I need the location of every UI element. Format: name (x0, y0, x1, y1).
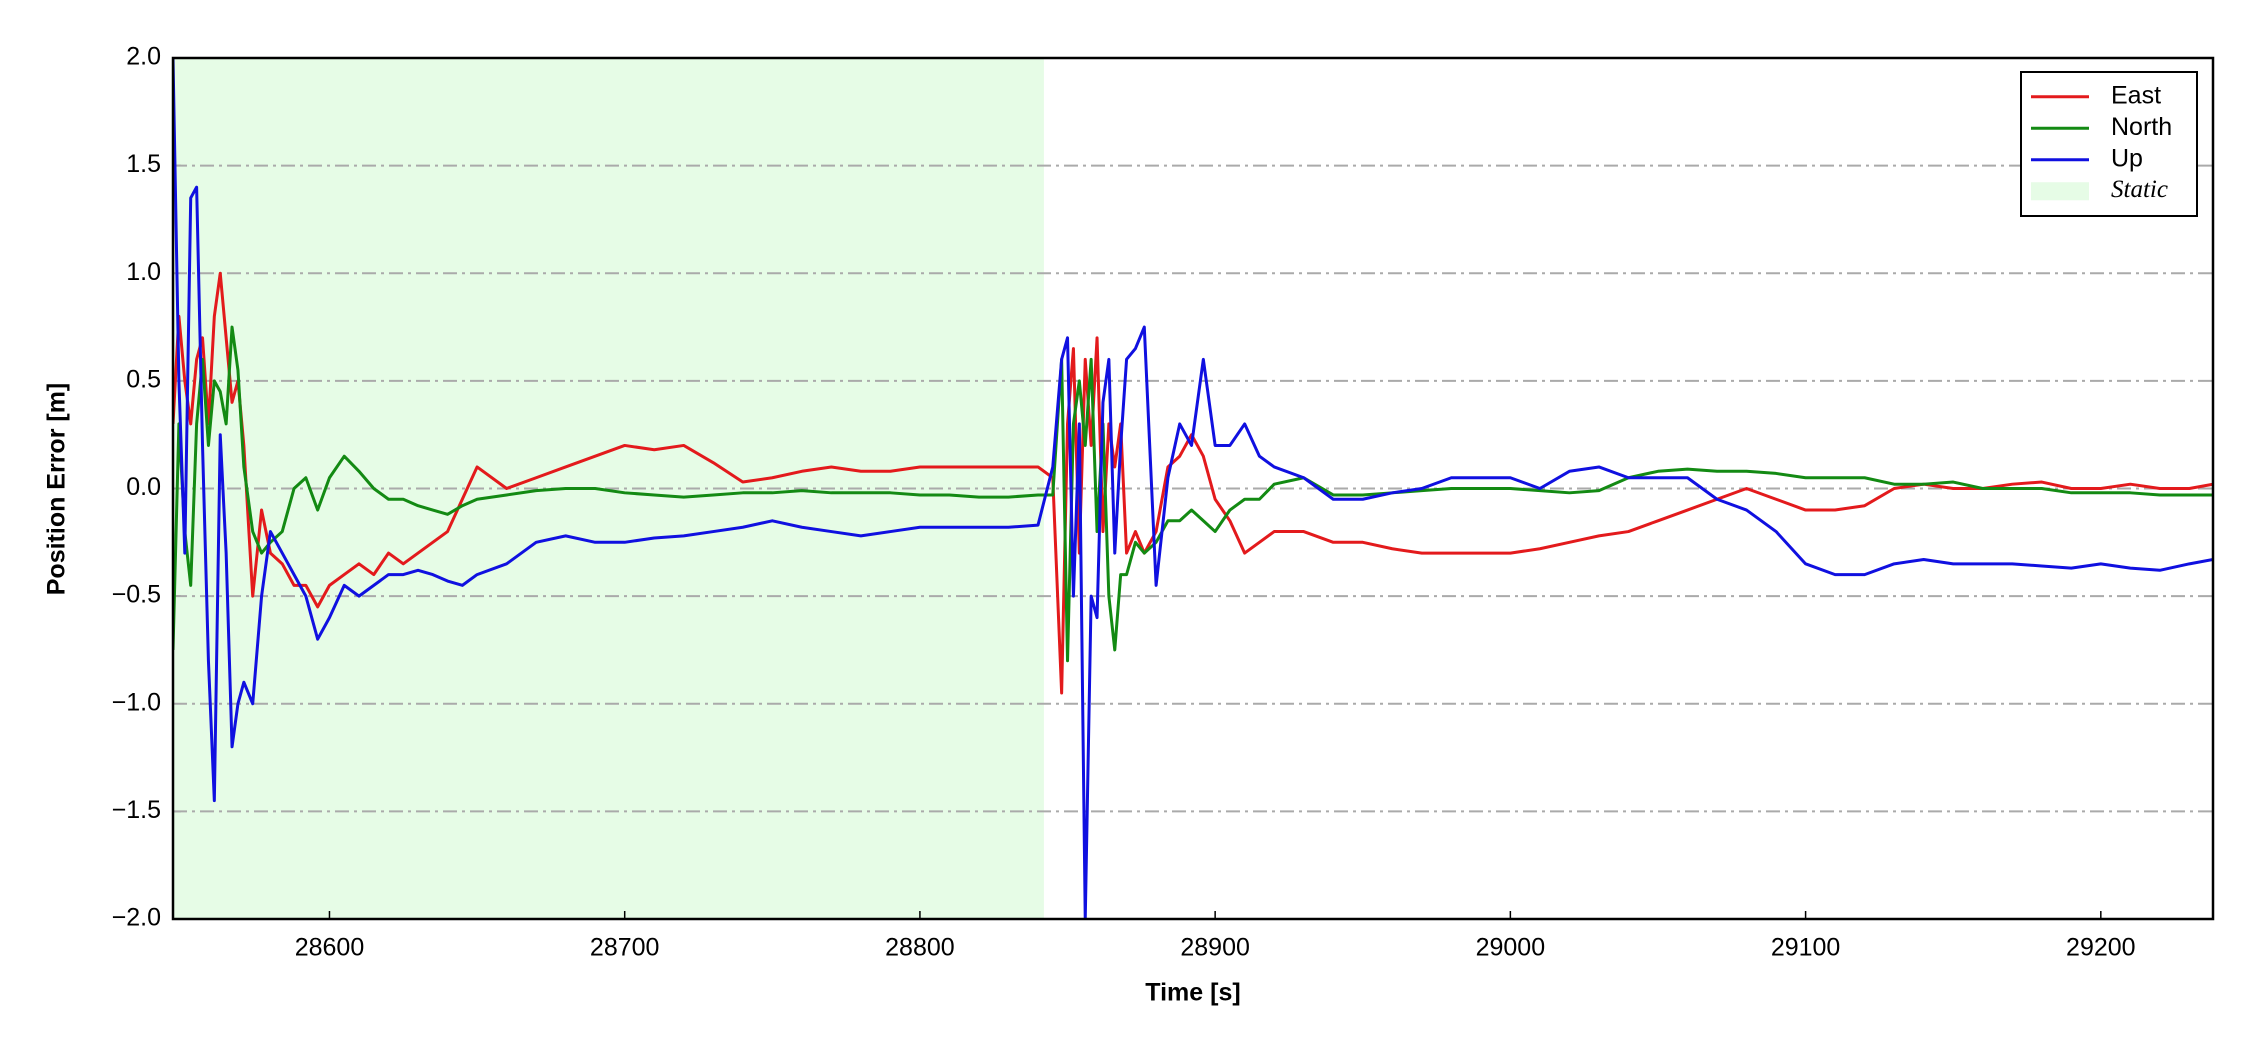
y-axis-label: Position Error [m] (43, 383, 71, 596)
x-tick-label: 28600 (295, 934, 365, 962)
x-tick-label: 29000 (1476, 934, 1546, 962)
x-axis-label: Time [s] (1145, 979, 1240, 1007)
y-tick-label: −2.0 (112, 904, 161, 932)
legend-label: East (2111, 81, 2161, 109)
x-tick-label: 29200 (2066, 934, 2136, 962)
series-line (173, 325, 2213, 663)
y-tick-label: −0.5 (112, 581, 161, 609)
y-tick-label: 0.0 (126, 473, 161, 501)
plot-frame (171, 56, 2215, 921)
legend-swatch (2031, 182, 2089, 201)
y-tick-label: −1.0 (112, 688, 161, 716)
y-tick-label: 0.5 (126, 365, 161, 393)
legend-label: North (2111, 113, 2172, 141)
y-tick-label: 1.5 (126, 150, 161, 178)
x-tick-label: 28900 (1180, 934, 1250, 962)
series-line (173, 58, 2213, 919)
x-tick-label: 28800 (885, 934, 955, 962)
x-tick-label: 29100 (1771, 934, 1841, 962)
y-tick-label: −1.5 (112, 796, 161, 824)
legend-label: Up (2111, 144, 2143, 172)
legend-label: Static (2111, 176, 2168, 203)
y-tick-label: 2.0 (126, 43, 161, 71)
series-line (173, 271, 2213, 695)
x-tick-label: 28700 (590, 934, 660, 962)
y-tick-label: 1.0 (126, 258, 161, 286)
